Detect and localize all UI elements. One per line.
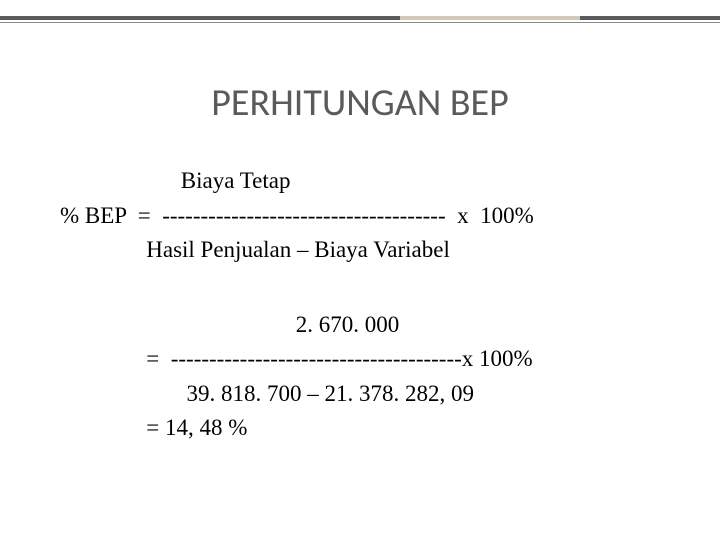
formula2-numerator: 2. 670. 000: [60, 308, 660, 343]
slide-content: PERHITUNGAN BEP Biaya Tetap % BEP = ----…: [0, 0, 720, 446]
border-main-line: [0, 16, 720, 20]
formula2-equation: = --------------------------------------…: [60, 342, 660, 377]
slide-title: PERHITUNGAN BEP: [60, 80, 660, 126]
border-thin-line: [0, 22, 720, 23]
slide-top-border: [0, 0, 720, 28]
formula1-numerator: Biaya Tetap: [60, 164, 660, 199]
formula1-equation: % BEP = --------------------------------…: [60, 199, 660, 234]
formula2-result: = 14, 48 %: [60, 411, 660, 446]
formula-block-1: Biaya Tetap % BEP = --------------------…: [60, 164, 660, 268]
formula1-denominator: Hasil Penjualan – Biaya Variabel: [60, 233, 660, 268]
border-accent-line: [400, 16, 580, 20]
formula-block-2: 2. 670. 000 = --------------------------…: [60, 308, 660, 446]
formula2-denominator: 39. 818. 700 – 21. 378. 282, 09: [60, 377, 660, 412]
